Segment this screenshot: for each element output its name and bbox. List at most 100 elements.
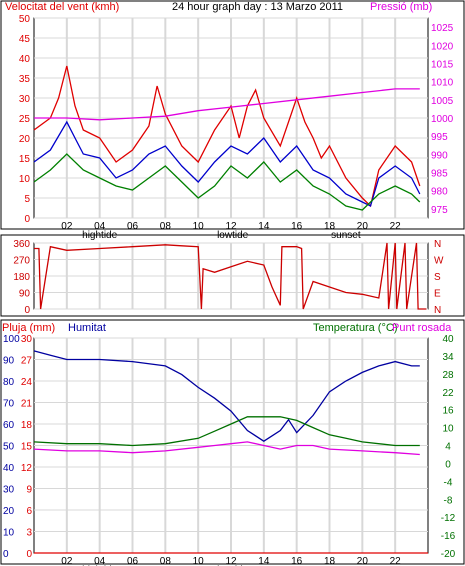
- wind-x-tick-label: 22: [390, 221, 402, 232]
- direction-tick-label: 270: [13, 256, 30, 267]
- panel-frame-direction: [0, 234, 465, 317]
- humidity-percent-tick-label: 20: [3, 506, 15, 517]
- temperature-tick-label: -12: [441, 513, 456, 524]
- temperature-tick-label: 10: [442, 424, 454, 435]
- pressure-tick-label: 1010: [431, 78, 454, 89]
- rain-tick-label: 24: [21, 377, 33, 388]
- pressure-tick-label: 985: [431, 169, 448, 180]
- wind-x-tick-label: 16: [291, 221, 303, 232]
- wind-x-tick-label: 14: [258, 221, 270, 232]
- temperature-tick-label: 0: [445, 459, 451, 470]
- compass-label: E: [434, 289, 441, 300]
- temperature-tick-label: 28: [442, 370, 454, 381]
- pressure-series: [34, 88, 420, 121]
- direction-tick-label: 360: [13, 239, 30, 250]
- rain-tick-label: 27: [21, 356, 33, 367]
- wind-x-tick-label: 04: [94, 221, 106, 232]
- rain-tick-label: 15: [21, 442, 33, 453]
- temperature-tick-label: -8: [444, 495, 453, 506]
- rain-tick-label: 12: [21, 463, 33, 474]
- compass-label: N: [434, 305, 441, 316]
- compass-label: N: [434, 239, 441, 250]
- temperature-tick-label: -16: [441, 531, 456, 542]
- low-series: [33, 153, 421, 211]
- compass-label: W: [434, 256, 444, 267]
- wind-tick-label: 45: [19, 34, 31, 45]
- graph-date-title: 24 hour graph day : 13 Marzo 2011: [172, 1, 343, 13]
- compass-label: S: [434, 272, 441, 283]
- wind-x-tick-label: [425, 221, 428, 232]
- wind-tick-label: 25: [19, 114, 31, 125]
- wind-tick-label: 30: [19, 94, 31, 105]
- temperature-tick-label: -4: [444, 477, 453, 488]
- humidity-percent-tick-label: 30: [3, 485, 15, 496]
- pressure-tick-label: 1020: [431, 41, 454, 52]
- humidity-percent-tick-label: 0: [3, 549, 9, 560]
- panel-frame-wind: [0, 0, 465, 230]
- wind-x-tick-label: 10: [193, 221, 205, 232]
- wind-x-tick-label: 18: [324, 221, 336, 232]
- humidity-series: [33, 350, 420, 442]
- humidity-percent-tick-label: 100: [3, 334, 20, 345]
- humidity-percent-tick-label: 40: [3, 463, 15, 474]
- wind-x-tick-label: 06: [127, 221, 139, 232]
- wind-x-tick-label: 02: [61, 221, 73, 232]
- temperature-tick-label: 40: [442, 334, 454, 345]
- pressure-tick-label: 995: [431, 132, 448, 143]
- wind-tick-label: 10: [19, 174, 31, 185]
- rain-tick-label: 30: [21, 334, 33, 345]
- temp-x-tick-label: 08: [160, 556, 172, 566]
- pressure-tick-label: 1000: [431, 114, 454, 125]
- wind-event-label: hightide: [82, 230, 117, 241]
- temp-x-tick-label: 10: [193, 556, 205, 566]
- dew_point-series: [33, 441, 420, 456]
- temperature-series: [33, 416, 420, 447]
- direction-tick-label: 180: [13, 272, 30, 283]
- wind-x-tick-label: 20: [357, 221, 369, 232]
- pressure-tick-label: 975: [431, 205, 448, 216]
- rain-tick-label: 0: [26, 549, 32, 560]
- rain-tick-label: 6: [26, 506, 32, 517]
- pressure-tick-label: 1005: [431, 96, 454, 107]
- temperature-tick-label: 16: [442, 406, 454, 417]
- temperature-title: Temperatura (°C): [313, 322, 397, 334]
- humidity-percent-tick-label: 10: [3, 528, 15, 539]
- pressure-title: Pressió (mb): [370, 1, 432, 13]
- wind-x-tick-label: 12: [225, 221, 237, 232]
- temp-x-tick-label: 12: [225, 556, 237, 566]
- wind-tick-label: 20: [19, 134, 31, 145]
- temperature-tick-label: -20: [441, 549, 456, 560]
- gust-series: [33, 65, 421, 208]
- wind-tick-label: 0: [24, 214, 30, 225]
- wind-speed-title: Velocitat del vent (kmh): [5, 1, 119, 13]
- temp-x-tick-label: 14: [258, 556, 270, 566]
- wind-tick-label: 35: [19, 74, 31, 85]
- humidity-title: Humitat: [68, 322, 106, 334]
- temperature-tick-label: 34: [442, 352, 454, 363]
- rain-title: Pluja (mm): [2, 322, 55, 334]
- humidity-percent-tick-label: 60: [3, 420, 15, 431]
- temp-x-tick-label: 22: [390, 556, 402, 566]
- rain-tick-label: 18: [21, 420, 33, 431]
- humidity-percent-tick-label: 50: [3, 442, 15, 453]
- wind-tick-label: 50: [19, 14, 31, 25]
- direction-tick-label: 90: [19, 289, 31, 300]
- temp-x-tick-label: 02: [61, 556, 73, 566]
- direction-series: [34, 242, 427, 310]
- wind-event-label: sunset: [331, 230, 361, 241]
- wind-tick-label: 40: [19, 54, 31, 65]
- panel-frame-temperature: [0, 319, 465, 565]
- temp-x-tick-label: 18: [324, 556, 336, 566]
- temp-x-tick-label: [425, 556, 428, 566]
- rain-tick-label: 9: [26, 485, 32, 496]
- pressure-tick-label: 990: [431, 150, 448, 161]
- wind-tick-label: 5: [24, 194, 30, 205]
- temp-x-tick-label: 06: [127, 556, 139, 566]
- pressure-tick-label: 1025: [431, 23, 454, 34]
- direction-tick-label: 0: [24, 305, 30, 316]
- dew-point-title: Punt rosada: [392, 322, 452, 334]
- wind-event-label: lowtide: [217, 230, 249, 241]
- humidity-percent-tick-label: 70: [3, 399, 15, 410]
